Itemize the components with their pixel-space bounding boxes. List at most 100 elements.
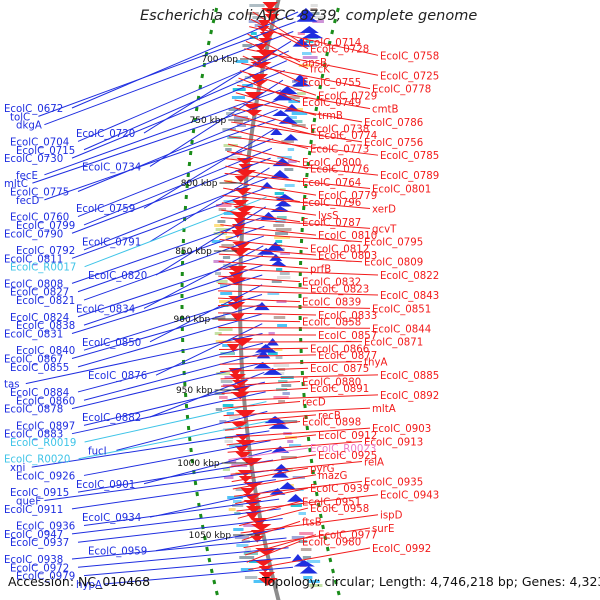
gene-label-right[interactable]: EcolC_0776 <box>310 165 369 176</box>
gene-label-right[interactable]: EcolC_0877 <box>318 351 377 362</box>
gene-label-right[interactable]: recD <box>302 398 326 409</box>
gene-label-left[interactable]: EcolC_0840 <box>16 346 75 357</box>
gene-label-right[interactable]: EcolC_0756 <box>364 138 423 149</box>
gene-label-right[interactable]: EcolC_0809 <box>364 258 423 269</box>
gene-label-left[interactable]: EcolC_0947 <box>4 530 63 541</box>
gene-label-right[interactable]: EcolC_0823 <box>310 284 369 295</box>
rna-label-left[interactable]: EcolC_R0017 <box>10 263 76 274</box>
gene-label-left[interactable]: EcolC_0759 <box>76 204 135 215</box>
gene-label-left[interactable]: fucI <box>88 446 107 457</box>
gene-label-right[interactable]: EcolC_0866 <box>310 344 369 355</box>
gene-label-left[interactable]: mltC <box>4 179 28 190</box>
gene-label-right[interactable]: EcolC_0892 <box>380 391 439 402</box>
gene-label-right[interactable]: EcolC_0758 <box>380 51 439 62</box>
gene-label-right[interactable]: EcolC_0875 <box>310 364 369 375</box>
gene-label-right[interactable]: EcolC_0833 <box>318 311 377 322</box>
gene-label-right[interactable]: EcolC_0935 <box>364 477 423 488</box>
gene-label-left[interactable]: EcolC_0760 <box>10 213 69 224</box>
gene-label-right[interactable]: EcolC_0774 <box>318 131 377 142</box>
gene-label-right[interactable]: EcolC_0992 <box>372 544 431 555</box>
gene-label-right[interactable]: EcolC_0880 <box>302 378 361 389</box>
gene-label-right[interactable]: EcolC_0787 <box>302 218 361 229</box>
gene-label-right[interactable]: ftsB <box>302 517 322 528</box>
gene-label-right[interactable]: EcolC_0764 <box>302 178 361 189</box>
gene-label-right[interactable]: prfB <box>310 264 331 275</box>
rna-label-right[interactable]: EcolC_R0023 <box>310 444 376 455</box>
gene-label-left[interactable]: EcolC_0878 <box>4 405 63 416</box>
gene-label-left[interactable]: EcolC_0959 <box>88 547 147 558</box>
gene-label-left[interactable]: EcolC_0827 <box>10 288 69 299</box>
gene-label-left[interactable]: EcolC_0937 <box>10 538 69 549</box>
gene-label-left[interactable]: EcolC_0834 <box>76 304 135 315</box>
gene-label-left[interactable]: EcolC_0720 <box>76 129 135 140</box>
gene-label-left[interactable]: EcolC_0831 <box>4 329 63 340</box>
gene-label-left[interactable]: fecD <box>16 196 39 207</box>
gene-label-left[interactable]: EcolC_0979 <box>16 572 75 583</box>
gene-label-right[interactable]: EcolC_0977 <box>318 531 377 542</box>
gene-label-right[interactable]: gcvT <box>372 224 397 235</box>
gene-label-right[interactable]: EcolC_0725 <box>380 71 439 82</box>
gene-label-left[interactable]: EcolC_0860 <box>16 396 75 407</box>
gene-label-left[interactable]: EcolC_0901 <box>76 480 135 491</box>
gene-label-right[interactable]: EcolC_0912 <box>318 431 377 442</box>
gene-label-right[interactable]: EcolC_0903 <box>372 424 431 435</box>
gene-label-left[interactable]: dkgA <box>16 121 42 132</box>
gene-label-right[interactable]: EcolC_0858 <box>302 318 361 329</box>
gene-label-left[interactable]: EcolC_0972 <box>10 563 69 574</box>
gene-label-left[interactable]: EcolC_0883 <box>4 430 63 441</box>
gene-label-right[interactable]: EcolC_0851 <box>372 304 431 315</box>
gene-label-left[interactable]: EcolC_0790 <box>4 229 63 240</box>
gene-label-left[interactable]: queF <box>16 496 41 507</box>
rna-label-left[interactable]: EcolC_R0020 <box>4 455 70 466</box>
gene-label-left[interactable]: EcolC_0926 <box>16 471 75 482</box>
gene-label-right[interactable]: EcolC_0898 <box>302 418 361 429</box>
gene-label-right[interactable]: EcolC_0795 <box>364 238 423 249</box>
gene-label-right[interactable]: EcolC_0812 <box>310 244 369 255</box>
gene-label-right[interactable]: EcolC_0773 <box>310 145 369 156</box>
gene-label-right[interactable]: lysS <box>318 211 339 222</box>
gene-label-left[interactable]: EcolC_0938 <box>4 555 63 566</box>
gene-label-right[interactable]: mazG <box>318 471 348 482</box>
gene-label-left[interactable]: EcolC_0934 <box>82 513 141 524</box>
gene-label-right[interactable]: EcolC_0729 <box>318 91 377 102</box>
gene-label-left[interactable]: tas <box>4 380 20 391</box>
gene-label-left[interactable]: EcolC_0792 <box>16 246 75 257</box>
gene-label-right[interactable]: EcolC_0843 <box>380 291 439 302</box>
gene-label-right[interactable]: EcolC_0891 <box>310 384 369 395</box>
gene-label-left[interactable]: EcolC_0850 <box>82 338 141 349</box>
gene-label-left[interactable]: EcolC_0911 <box>4 505 63 516</box>
gene-label-right[interactable]: EcolC_0714 <box>302 38 361 49</box>
gene-label-right[interactable]: EcolC_0779 <box>318 191 377 202</box>
gene-label-left[interactable]: hypA <box>76 580 102 591</box>
gene-label-left[interactable]: EcolC_0882 <box>82 413 141 424</box>
gene-label-right[interactable]: EcolC_0801 <box>372 184 431 195</box>
gene-label-right[interactable]: EcolC_0951 <box>302 497 361 508</box>
gene-label-right[interactable]: EcolC_0844 <box>372 324 431 335</box>
gene-label-right[interactable]: frcK <box>310 65 330 76</box>
gene-label-right[interactable]: EcolC_0857 <box>318 331 377 342</box>
gene-label-right[interactable]: EcolC_0800 <box>302 158 361 169</box>
gene-label-left[interactable]: EcolC_0704 <box>10 137 69 148</box>
gene-label-right[interactable]: recB <box>318 411 341 422</box>
gene-label-left[interactable]: EcolC_0811 <box>4 254 63 265</box>
gene-label-right[interactable]: pyrG <box>310 464 335 475</box>
gene-label-right[interactable]: EcolC_0728 <box>310 45 369 56</box>
gene-label-left[interactable]: EcolC_0775 <box>10 188 69 199</box>
gene-label-left[interactable]: EcolC_0838 <box>16 321 75 332</box>
gene-label-left[interactable]: EcolC_0791 <box>82 238 141 249</box>
gene-label-left[interactable]: EcolC_0876 <box>88 371 147 382</box>
gene-label-right[interactable]: EcolC_0939 <box>310 484 369 495</box>
gene-label-left[interactable]: EcolC_0915 <box>10 488 69 499</box>
gene-label-right[interactable]: EcolC_0749 <box>302 98 361 109</box>
gene-label-right[interactable]: EcolC_0810 <box>318 231 377 242</box>
gene-label-left[interactable]: tolC <box>10 112 30 123</box>
gene-label-left[interactable]: EcolC_0734 <box>82 162 141 173</box>
gene-label-right[interactable]: EcolC_0913 <box>364 437 423 448</box>
gene-label-right[interactable]: EcolC_0832 <box>302 278 361 289</box>
gene-label-left[interactable]: EcolC_0824 <box>10 313 69 324</box>
gene-label-right[interactable]: mltA <box>372 404 396 415</box>
gene-label-right[interactable]: trmB <box>318 111 343 122</box>
gene-label-left[interactable]: EcolC_0936 <box>16 522 75 533</box>
gene-label-right[interactable]: EcolC_0943 <box>380 491 439 502</box>
gene-label-right[interactable]: xerD <box>372 204 396 215</box>
